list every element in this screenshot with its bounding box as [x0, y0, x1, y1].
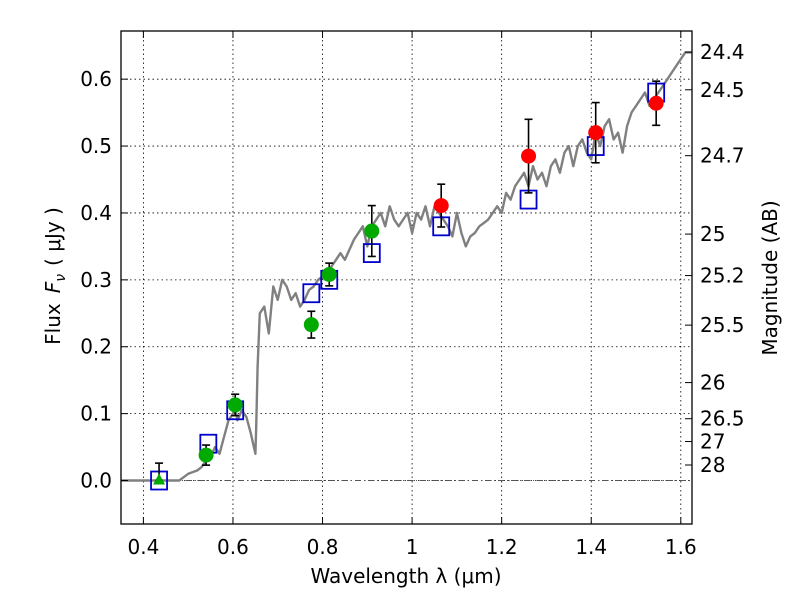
magnitude-tick-label: 28 [700, 453, 725, 477]
measured-points [153, 95, 664, 485]
y-tick-label: 0.4 [80, 201, 112, 225]
magnitude-tick-label: 25.5 [700, 313, 745, 337]
magnitude-tick-label: 26 [700, 371, 725, 395]
tick-labels: 0.4 0.6 0.8 1 1.2 1.4 1.6 0.0 0.1 0.2 0.3 0.4 0.5 0.6… [80, 40, 744, 559]
model-spectrum-line [121, 51, 692, 482]
magnitude-tick-label: 26.5 [700, 407, 745, 431]
magnitude-tick-label: 25.2 [700, 264, 745, 288]
y-tick-label: 0.0 [80, 469, 112, 493]
y-axis-label-sub: ν [53, 274, 69, 282]
y-axis-label-text: Flux [41, 303, 65, 345]
optical-point [364, 223, 380, 239]
optical-point [198, 447, 214, 463]
right-axis-label: Magnitude (AB) [758, 200, 782, 355]
nir-point [433, 198, 449, 214]
x-tick-label: 1.4 [575, 535, 607, 559]
optical-point [321, 266, 337, 282]
model-photometry-boxes [150, 82, 666, 491]
x-tick-label: 0.8 [307, 535, 339, 559]
y-axis-label-var: F [41, 281, 65, 293]
magnitude-tick-label: 25 [700, 222, 725, 246]
y-axis-label: Flux Fν ( μJy ) [41, 207, 69, 345]
nir-point [521, 148, 537, 164]
y-tick-label: 0.1 [80, 402, 112, 426]
nir-point [648, 95, 664, 111]
y-axis-label-unit: ( μJy ) [41, 207, 65, 266]
y-tick-label: 0.2 [80, 335, 112, 359]
x-tick-label: 1.2 [486, 535, 518, 559]
optical-point [303, 317, 319, 333]
model-spectrum [121, 51, 692, 482]
grid-lines [121, 31, 692, 524]
axis-ticks [121, 31, 692, 524]
magnitude-tick-label: 24.7 [700, 144, 745, 168]
upper-limit-marker [153, 473, 166, 485]
magnitude-tick-label: 24.4 [700, 40, 745, 64]
nir-point [588, 125, 604, 141]
x-tick-label: 1.6 [665, 535, 697, 559]
model-photometry-box [302, 283, 321, 304]
magnitude-tick-label: 24.5 [700, 78, 745, 102]
x-tick-label: 1 [406, 535, 419, 559]
y-tick-label: 0.3 [80, 268, 112, 292]
y-tick-label: 0.5 [80, 134, 112, 158]
error-bars [155, 80, 661, 482]
optical-point [227, 397, 243, 413]
plot-frame [120, 30, 693, 525]
x-tick-label: 0.6 [217, 535, 249, 559]
magnitude-tick-label: 27 [700, 430, 725, 454]
y-tick-label: 0.6 [80, 67, 112, 91]
x-axis-label: Wavelength λ (μm) [310, 564, 501, 588]
x-tick-label: 0.4 [127, 535, 159, 559]
